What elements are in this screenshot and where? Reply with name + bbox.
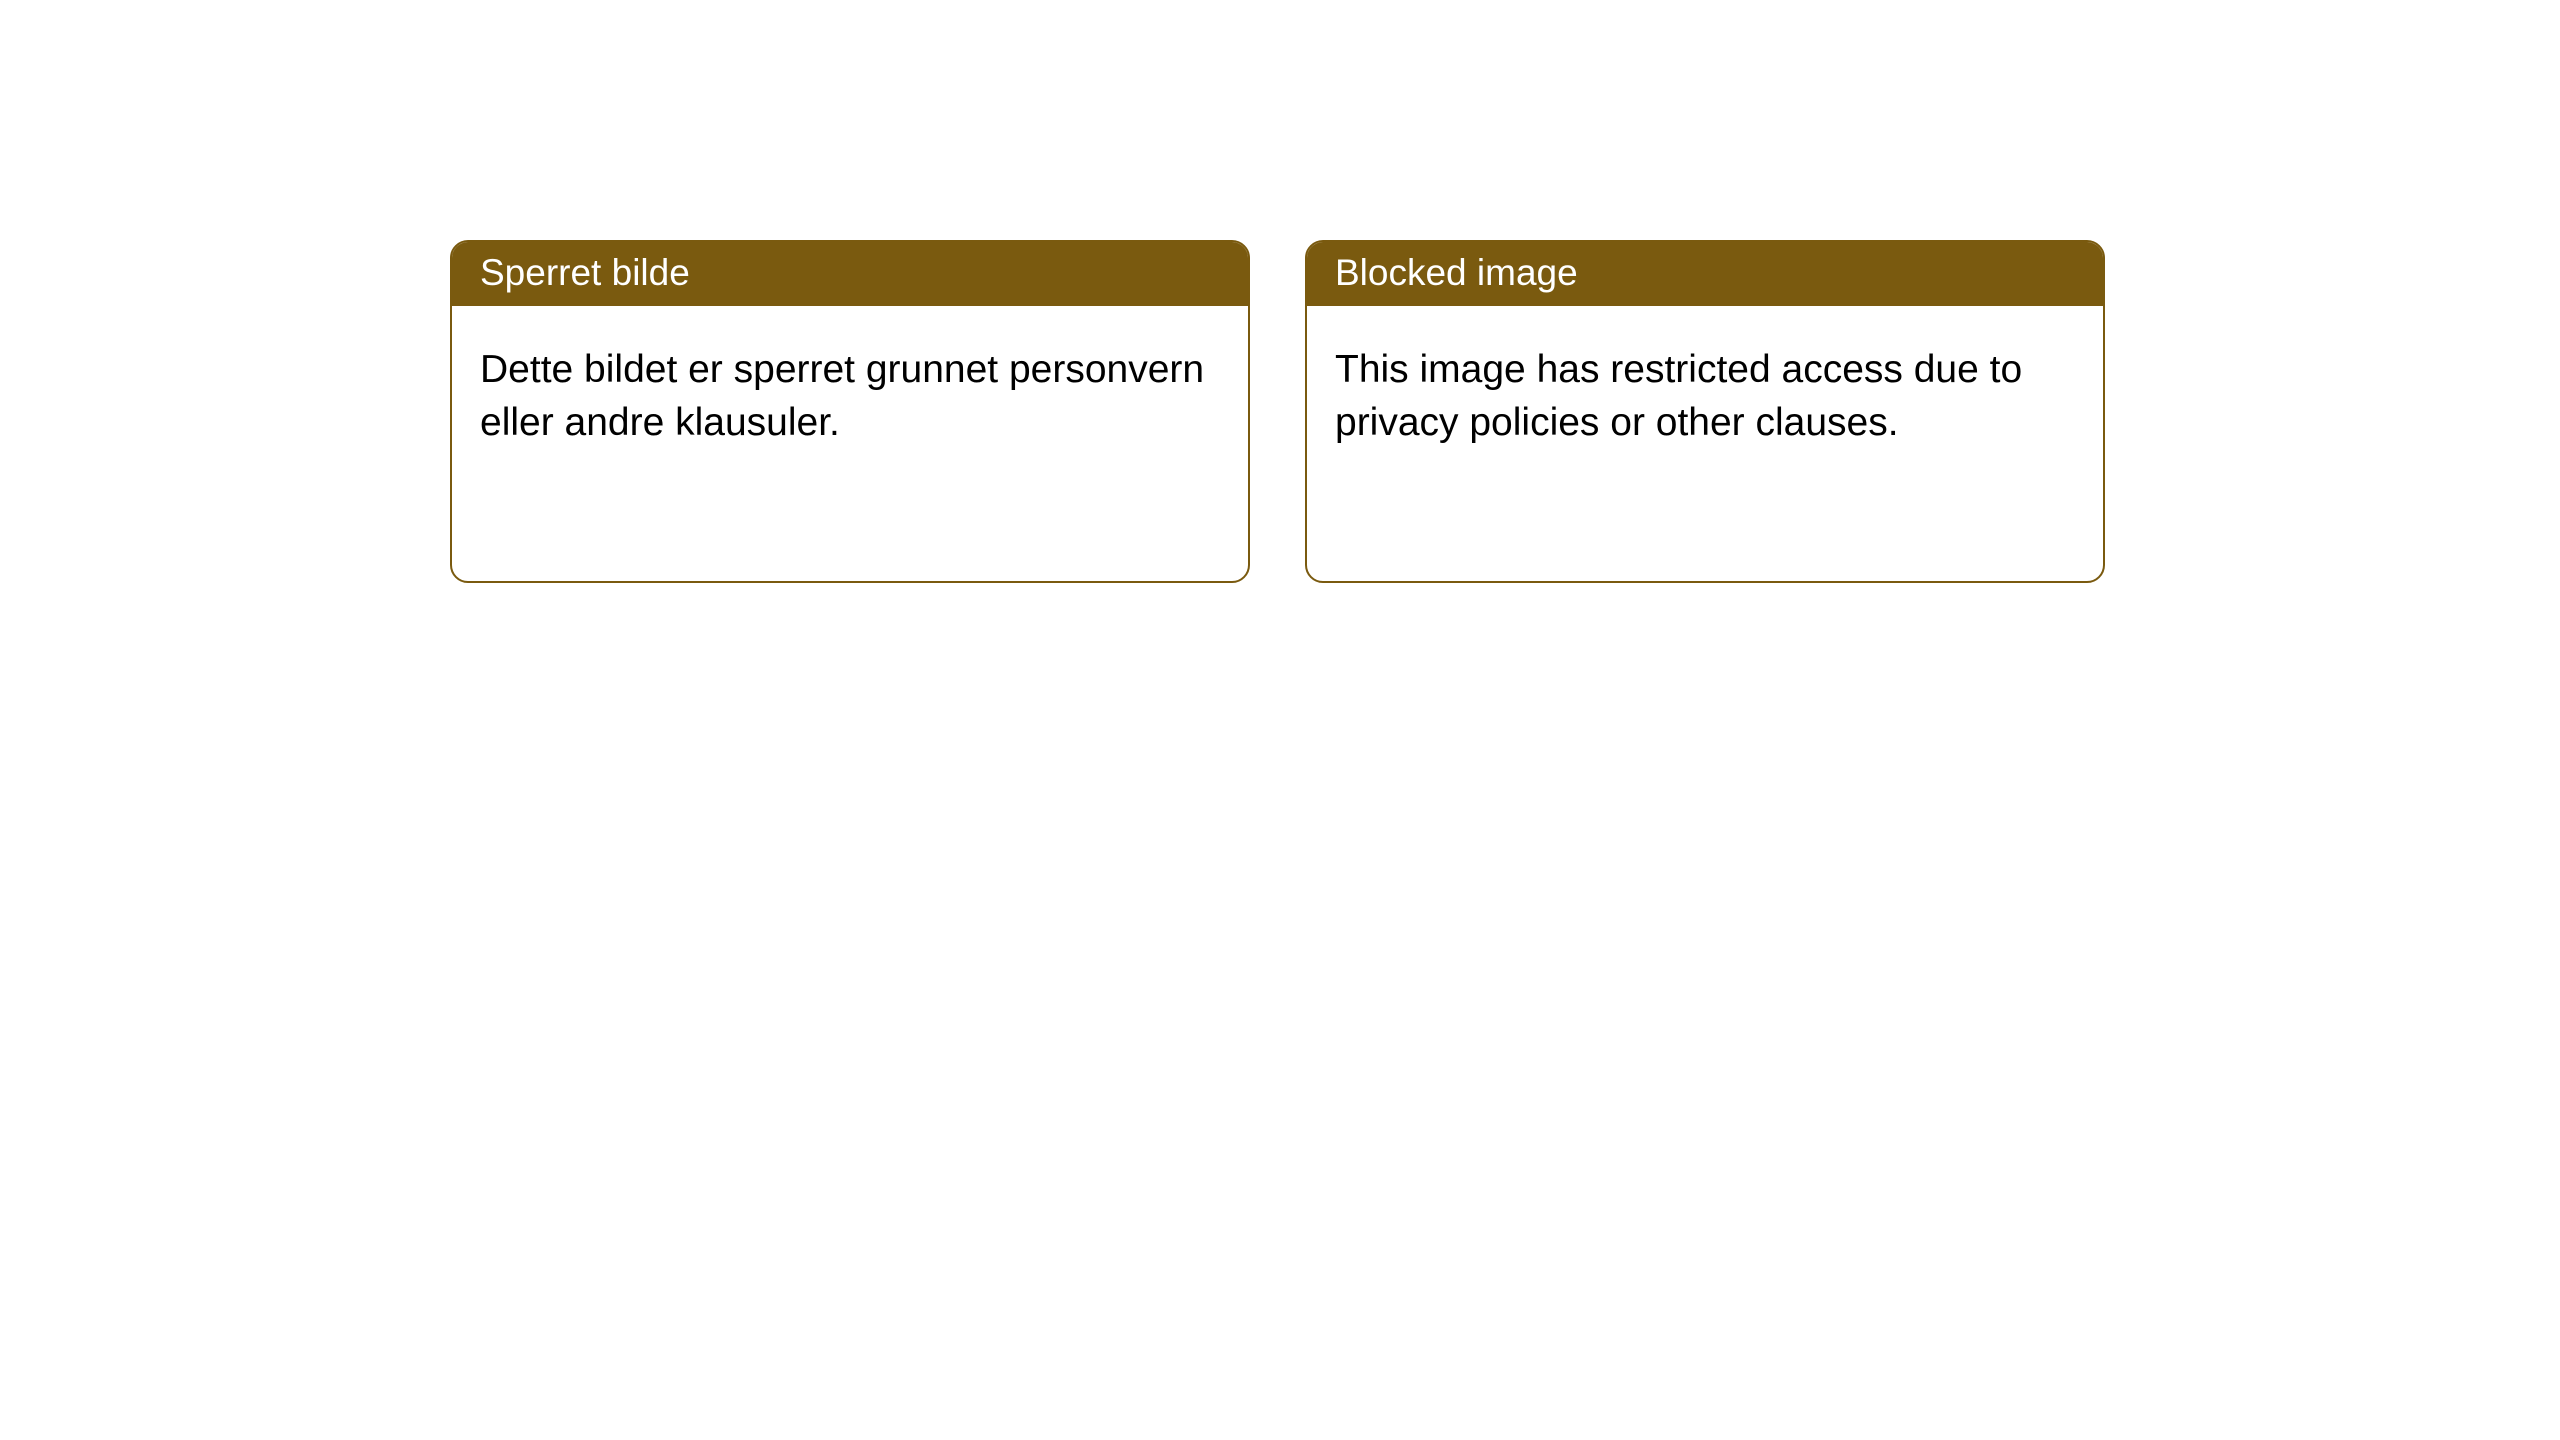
notice-card-body-norwegian: Dette bildet er sperret grunnet personve… bbox=[452, 306, 1248, 581]
notice-card-header-norwegian: Sperret bilde bbox=[452, 242, 1248, 306]
notice-cards-container: Sperret bilde Dette bildet er sperret gr… bbox=[450, 240, 2105, 583]
notice-card-body-english: This image has restricted access due to … bbox=[1307, 306, 2103, 581]
notice-card-norwegian: Sperret bilde Dette bildet er sperret gr… bbox=[450, 240, 1250, 583]
notice-card-header-english: Blocked image bbox=[1307, 242, 2103, 306]
notice-card-english: Blocked image This image has restricted … bbox=[1305, 240, 2105, 583]
